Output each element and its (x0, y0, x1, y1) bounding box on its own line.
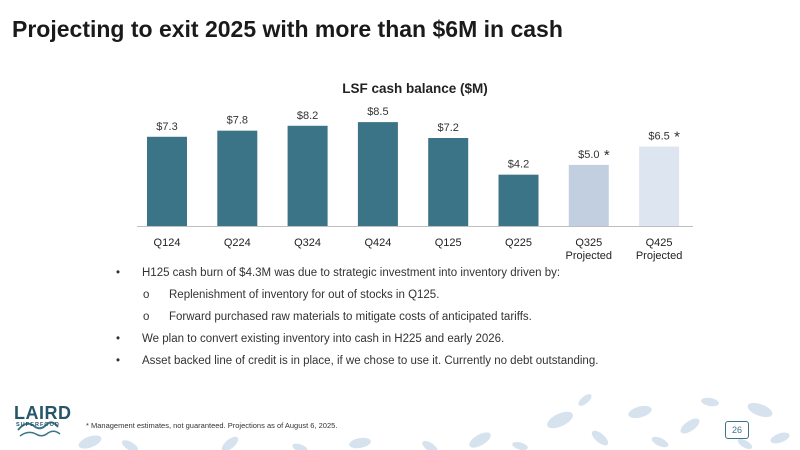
tick-sublabel-q325: Projected (566, 250, 612, 262)
bullet-item: • We plan to convert existing inventory i… (116, 328, 776, 350)
tick-label-q225: Q225 (505, 237, 532, 249)
bar-q225 (498, 174, 539, 226)
leaf-icon (349, 437, 371, 449)
tick-label-q224: Q224 (224, 237, 251, 249)
data-label-q225: $4.2 (508, 159, 529, 171)
bullet-text: Forward purchased raw materials to mitig… (169, 311, 532, 323)
tick-sublabel-q425: Projected (636, 250, 682, 262)
bullet-dot-icon: • (116, 267, 121, 279)
data-label-q325: $5.0 (578, 149, 599, 161)
page-number: 26 (725, 421, 749, 439)
tick-label-q124: Q124 (154, 237, 181, 249)
bullet-text: We plan to convert existing inventory in… (142, 333, 505, 345)
bar-q425 (639, 146, 680, 226)
bullet-text: Replenishment of inventory for out of st… (169, 289, 440, 301)
leaf-icon (770, 432, 790, 444)
leaf-icon (221, 436, 239, 450)
laird-logo-text: LAIRD (14, 403, 72, 423)
data-label-q125: $7.2 (437, 122, 458, 134)
tick-label-q325: Q325 (575, 237, 602, 249)
bullet-item: o Forward purchased raw materials to miti… (116, 306, 776, 328)
bar-q125 (428, 138, 469, 226)
laird-logo: LAIRD SUPERFOOD (14, 404, 78, 429)
bullet-item: o Replenishment of inventory for out of s… (116, 284, 776, 306)
leaf-icon (547, 411, 573, 429)
tick-label-q125: Q125 (435, 237, 462, 249)
leaf-icon (591, 430, 609, 446)
leaf-icon (78, 435, 102, 449)
tick-label-q424: Q424 (364, 237, 391, 249)
leaf-icon (422, 440, 438, 450)
chart-title: LSF cash balance ($M) (342, 81, 488, 96)
bar-q325 (568, 164, 609, 226)
bullet-dot-icon: • (116, 355, 121, 367)
leaf-icon (292, 443, 308, 450)
leaf-icon (628, 405, 652, 419)
leaf-icon (701, 397, 719, 407)
bars-group: $7.3 Q124 $7.8 Q224 $8.2 Q324 $8.5 Q424 $7.2 Q125… (147, 106, 682, 262)
bullet-text: H125 cash burn of $4.3M was due to strat… (142, 267, 561, 279)
bar-q324 (287, 125, 328, 226)
bullet-list: • H125 cash burn of $4.3M was due to stra… (116, 262, 776, 372)
leaf-icon (651, 436, 669, 448)
bullet-circle-icon: o (143, 289, 150, 301)
bar-q224 (217, 130, 258, 226)
wave-icon (17, 421, 61, 437)
bar-q124 (147, 136, 187, 226)
tick-label-q324: Q324 (294, 237, 321, 249)
bullet-item: • Asset backed line of credit is in place… (116, 350, 776, 372)
bullet-item: • H125 cash burn of $4.3M was due to stra… (116, 262, 776, 284)
slide-title: Projecting to exit 2025 with more than $… (12, 16, 563, 42)
bullet-text: Asset backed line of credit is in place,… (142, 355, 599, 367)
bullet-dot-icon: • (116, 333, 121, 345)
leaf-icon (747, 402, 773, 418)
leaf-icon (469, 432, 491, 448)
data-label-q224: $7.8 (227, 115, 248, 127)
footnote: * Management estimates, not guaranteed. … (86, 421, 338, 430)
data-label-q424: $8.5 (367, 106, 388, 118)
leaf-icon (121, 440, 139, 450)
data-label-q124: $7.3 (156, 121, 177, 133)
data-label-q425: $6.5 (648, 131, 669, 143)
leaf-icon (680, 418, 700, 434)
laird-logo-subtext: SUPERFOOD (16, 422, 60, 428)
leaf-icon (578, 394, 592, 406)
leaf-icon (737, 438, 753, 450)
footer-decoration (17, 394, 790, 450)
asterisk-q325: * (604, 147, 610, 164)
bar-q424 (357, 122, 398, 226)
leaf-icon (512, 441, 528, 450)
data-label-q324: $8.2 (297, 110, 318, 122)
tick-label-q425: Q425 (646, 237, 673, 249)
cash-balance-chart: LSF cash balance ($M) $7.3 Q124 $7.8 Q224 $8… (137, 81, 693, 262)
asterisk-q425: * (674, 129, 680, 146)
bullet-circle-icon: o (143, 311, 150, 323)
leaf-pattern (78, 394, 790, 450)
